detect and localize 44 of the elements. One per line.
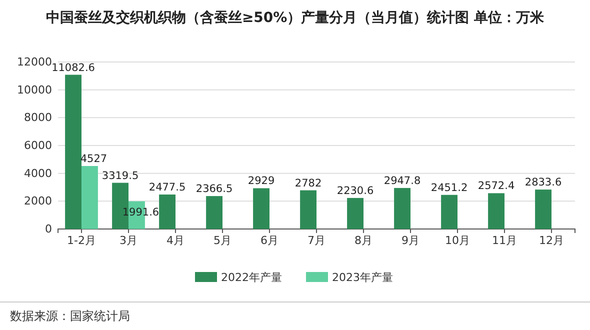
data-label: 2929 (248, 175, 275, 188)
bar (253, 188, 270, 229)
y-tick-label: 4000 (24, 166, 52, 180)
legend-label: 2023年产量 (332, 271, 393, 284)
bar (65, 74, 82, 229)
x-tick-label: 5月 (214, 234, 232, 247)
x-tick-label: 4月 (166, 234, 184, 247)
data-label: 2572.4 (478, 180, 515, 192)
x-tick-label: 8月 (354, 234, 372, 247)
x-tick-label: 10月 (445, 234, 470, 247)
x-tick-label: 7月 (308, 234, 326, 247)
bar (347, 198, 364, 229)
data-label: 2230.6 (336, 184, 374, 197)
y-tick-label: 0 (45, 222, 52, 236)
data-label: 2782 (294, 177, 322, 190)
data-label: 2833.6 (524, 176, 562, 189)
bar (441, 194, 458, 229)
y-tick-label: 10000 (17, 83, 52, 96)
bar (159, 194, 176, 229)
x-tick-label: 3月 (120, 234, 138, 247)
data-label: 2947.8 (384, 174, 421, 187)
chart-title: 中国蚕丝及交织机织物（含蚕丝≥50%）产量分月（当月值）统计图 单位：万米 (46, 9, 546, 26)
y-tick-label: 2000 (24, 194, 52, 208)
data-label: 3319.5 (102, 170, 139, 182)
bar (394, 188, 410, 229)
bar (206, 196, 222, 229)
bar (300, 190, 316, 229)
x-tick-label: 6月 (260, 234, 278, 247)
x-tick-label: 12月 (539, 234, 564, 247)
bar (488, 193, 504, 229)
x-tick-label: 11月 (492, 234, 517, 247)
y-tick-label: 6000 (24, 139, 52, 152)
source-note: 数据来源：国家统计局 (10, 309, 130, 323)
x-tick-label: 9月 (402, 234, 420, 247)
legend-label: 2022年产量 (221, 271, 282, 284)
data-label: 2366.5 (196, 183, 233, 196)
x-tick-label: 1-2月 (67, 234, 96, 247)
data-label: 2477.5 (148, 182, 186, 194)
data-label: 2451.2 (430, 182, 468, 194)
bar (535, 190, 552, 229)
y-tick-label: 12000 (17, 56, 52, 69)
y-tick-label: 8000 (24, 111, 52, 124)
bar (82, 166, 98, 229)
data-label: 11082.6 (52, 62, 96, 74)
